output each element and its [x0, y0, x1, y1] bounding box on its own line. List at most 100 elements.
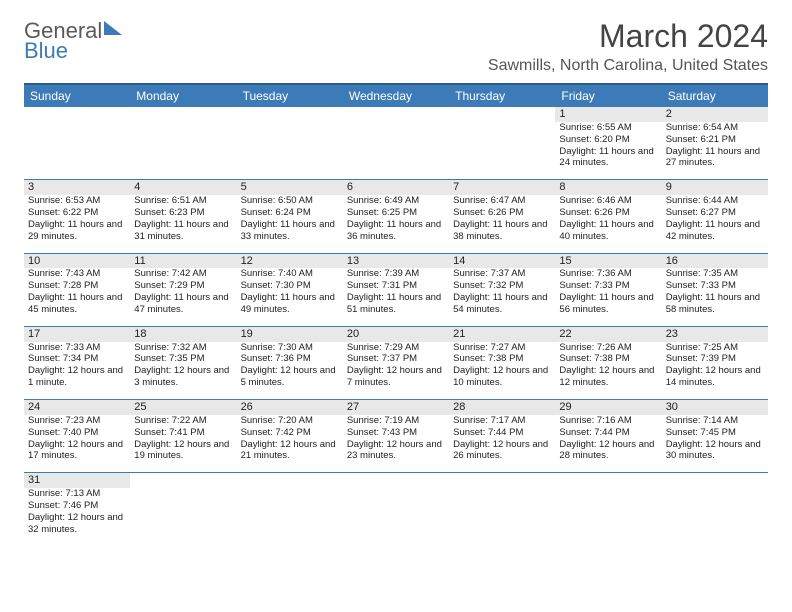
sunrise-text: Sunrise: 6:49 AM	[347, 195, 445, 207]
daylight-text: Daylight: 12 hours and 26 minutes.	[453, 439, 551, 463]
day-data-cell: Sunrise: 7:20 AMSunset: 7:42 PMDaylight:…	[237, 415, 343, 473]
day-data-cell	[449, 488, 555, 546]
daylight-text: Daylight: 11 hours and 56 minutes.	[559, 292, 657, 316]
sunrise-text: Sunrise: 7:43 AM	[28, 268, 126, 280]
day-data-cell: Sunrise: 6:50 AMSunset: 6:24 PMDaylight:…	[237, 195, 343, 253]
sunset-text: Sunset: 7:45 PM	[666, 427, 764, 439]
sunset-text: Sunset: 7:30 PM	[241, 280, 339, 292]
sunrise-text: Sunrise: 6:55 AM	[559, 122, 657, 134]
sunrise-text: Sunrise: 7:16 AM	[559, 415, 657, 427]
daylight-text: Daylight: 11 hours and 47 minutes.	[134, 292, 232, 316]
day-data-cell	[449, 122, 555, 180]
day-number-cell: 10	[24, 253, 130, 268]
sunset-text: Sunset: 7:36 PM	[241, 353, 339, 365]
sunset-text: Sunset: 6:23 PM	[134, 207, 232, 219]
daylight-text: Daylight: 12 hours and 28 minutes.	[559, 439, 657, 463]
sunset-text: Sunset: 6:27 PM	[666, 207, 764, 219]
sunrise-text: Sunrise: 6:51 AM	[134, 195, 232, 207]
day-data-cell	[555, 488, 661, 546]
sunrise-text: Sunrise: 7:30 AM	[241, 342, 339, 354]
sunset-text: Sunset: 7:33 PM	[666, 280, 764, 292]
day-data-cell: Sunrise: 7:36 AMSunset: 7:33 PMDaylight:…	[555, 268, 661, 326]
sunrise-text: Sunrise: 7:39 AM	[347, 268, 445, 280]
day-data-cell: Sunrise: 6:44 AMSunset: 6:27 PMDaylight:…	[662, 195, 768, 253]
day-header: Friday	[555, 84, 661, 107]
sunrise-text: Sunrise: 6:50 AM	[241, 195, 339, 207]
day-data-cell: Sunrise: 7:42 AMSunset: 7:29 PMDaylight:…	[130, 268, 236, 326]
sunset-text: Sunset: 7:32 PM	[453, 280, 551, 292]
daylight-text: Daylight: 12 hours and 14 minutes.	[666, 365, 764, 389]
day-number-cell: 17	[24, 326, 130, 341]
sunrise-text: Sunrise: 7:17 AM	[453, 415, 551, 427]
sunrise-text: Sunrise: 7:20 AM	[241, 415, 339, 427]
sunrise-text: Sunrise: 6:47 AM	[453, 195, 551, 207]
page-title: March 2024	[488, 18, 768, 55]
sunrise-text: Sunrise: 7:19 AM	[347, 415, 445, 427]
daylight-text: Daylight: 11 hours and 49 minutes.	[241, 292, 339, 316]
day-data-cell	[662, 488, 768, 546]
day-number-cell: 13	[343, 253, 449, 268]
day-number-cell: 31	[24, 473, 130, 488]
day-number-cell: 24	[24, 400, 130, 415]
daylight-text: Daylight: 11 hours and 54 minutes.	[453, 292, 551, 316]
day-header: Sunday	[24, 84, 130, 107]
day-data-cell: Sunrise: 7:40 AMSunset: 7:30 PMDaylight:…	[237, 268, 343, 326]
day-header: Monday	[130, 84, 236, 107]
day-number-cell	[449, 473, 555, 488]
sunrise-text: Sunrise: 7:42 AM	[134, 268, 232, 280]
daylight-text: Daylight: 12 hours and 19 minutes.	[134, 439, 232, 463]
sunset-text: Sunset: 7:29 PM	[134, 280, 232, 292]
day-number-cell	[662, 473, 768, 488]
day-number-cell: 3	[24, 180, 130, 195]
day-data-cell: Sunrise: 7:33 AMSunset: 7:34 PMDaylight:…	[24, 342, 130, 400]
day-number-cell	[449, 107, 555, 122]
header: General March 2024 Sawmills, North Carol…	[24, 18, 768, 79]
sunset-text: Sunset: 7:42 PM	[241, 427, 339, 439]
sunset-text: Sunset: 7:31 PM	[347, 280, 445, 292]
day-number-cell: 26	[237, 400, 343, 415]
day-number-cell	[130, 107, 236, 122]
day-number-cell: 8	[555, 180, 661, 195]
day-number-cell: 18	[130, 326, 236, 341]
daylight-text: Daylight: 11 hours and 40 minutes.	[559, 219, 657, 243]
day-header: Thursday	[449, 84, 555, 107]
day-data-cell: Sunrise: 6:55 AMSunset: 6:20 PMDaylight:…	[555, 122, 661, 180]
day-data-cell	[24, 122, 130, 180]
day-number-cell: 28	[449, 400, 555, 415]
day-data-cell: Sunrise: 6:47 AMSunset: 6:26 PMDaylight:…	[449, 195, 555, 253]
day-header: Tuesday	[237, 84, 343, 107]
day-number-cell: 4	[130, 180, 236, 195]
sunset-text: Sunset: 7:38 PM	[453, 353, 551, 365]
sunrise-text: Sunrise: 7:23 AM	[28, 415, 126, 427]
day-data-cell: Sunrise: 7:16 AMSunset: 7:44 PMDaylight:…	[555, 415, 661, 473]
sunrise-text: Sunrise: 7:25 AM	[666, 342, 764, 354]
day-number-cell	[343, 107, 449, 122]
sunset-text: Sunset: 7:40 PM	[28, 427, 126, 439]
day-data-cell	[343, 488, 449, 546]
day-number-cell: 25	[130, 400, 236, 415]
day-data-cell: Sunrise: 7:19 AMSunset: 7:43 PMDaylight:…	[343, 415, 449, 473]
day-data-cell: Sunrise: 6:51 AMSunset: 6:23 PMDaylight:…	[130, 195, 236, 253]
day-header: Saturday	[662, 84, 768, 107]
day-data-cell: Sunrise: 7:22 AMSunset: 7:41 PMDaylight:…	[130, 415, 236, 473]
daylight-text: Daylight: 12 hours and 21 minutes.	[241, 439, 339, 463]
day-number-cell: 15	[555, 253, 661, 268]
sunset-text: Sunset: 7:46 PM	[28, 500, 126, 512]
day-number-cell: 27	[343, 400, 449, 415]
day-number-cell	[130, 473, 236, 488]
day-data-cell: Sunrise: 7:25 AMSunset: 7:39 PMDaylight:…	[662, 342, 768, 400]
day-data-cell: Sunrise: 7:30 AMSunset: 7:36 PMDaylight:…	[237, 342, 343, 400]
day-data-cell	[130, 488, 236, 546]
day-number-cell: 9	[662, 180, 768, 195]
sunrise-text: Sunrise: 7:14 AM	[666, 415, 764, 427]
sunset-text: Sunset: 6:22 PM	[28, 207, 126, 219]
sunrise-text: Sunrise: 7:33 AM	[28, 342, 126, 354]
day-data-cell: Sunrise: 7:14 AMSunset: 7:45 PMDaylight:…	[662, 415, 768, 473]
sunset-text: Sunset: 6:26 PM	[453, 207, 551, 219]
day-data-cell: Sunrise: 7:29 AMSunset: 7:37 PMDaylight:…	[343, 342, 449, 400]
day-data-cell	[130, 122, 236, 180]
day-number-cell: 7	[449, 180, 555, 195]
day-number-cell	[237, 473, 343, 488]
daylight-text: Daylight: 11 hours and 27 minutes.	[666, 146, 764, 170]
daylight-text: Daylight: 11 hours and 45 minutes.	[28, 292, 126, 316]
